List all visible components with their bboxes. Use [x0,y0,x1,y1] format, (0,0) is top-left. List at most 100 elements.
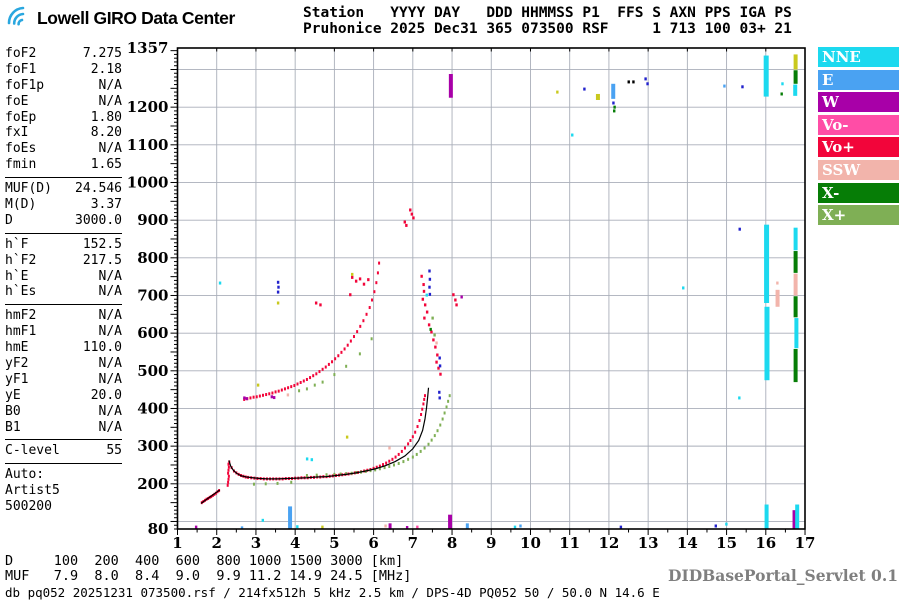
echo-mark [452,293,455,297]
param-value: N/A [98,419,122,435]
y-axis-label: 700 [137,286,168,304]
muf-row: MUF 7.9 8.0 8.4 9.0 9.9 11.2 14.9 24.5 [… [5,568,412,585]
echo-mark [416,525,419,529]
legend-item-x: X+ [818,205,899,226]
param-value: 24.546 [75,181,122,197]
x-axis-label: 5 [329,534,339,552]
echo-bar [793,273,798,296]
echo-mark [432,338,435,342]
echo-mark [612,101,615,105]
param-label: hmE [5,340,29,356]
echo-bar [793,348,798,383]
y-axis-label: 600 [137,324,168,342]
echo-point [420,412,423,416]
param-divider [5,439,122,441]
echo-point [346,343,349,347]
direction-polarization-legend: NNE E W Vo- Vo+ SSW X- X+ [818,47,899,228]
echo-point [400,449,403,453]
x-axis-label: 17 [795,534,816,552]
echo-point [392,463,395,467]
x-axis-label: 4 [290,534,300,552]
echo-point [339,472,342,476]
param-label: foE [5,93,29,109]
echo-mark [421,297,425,301]
echo-point [378,467,381,471]
param-row-mufd: MUF(D) 24.546 [5,181,122,197]
echo-point [312,374,315,378]
echo-mark [388,446,391,450]
param-divider [5,177,122,179]
echo-point [423,397,426,401]
echo-mark [738,227,741,231]
y-axis-label: 1357 [127,39,169,57]
echo-mark [310,458,314,462]
echo-mark [428,269,431,273]
echo-point [382,463,385,467]
echo-mark [351,272,354,276]
servlet-version-label: DIDBasePortal_Servlet 0.1 [668,566,898,585]
giro-logo[interactable]: Lowell GIRO Data Center [6,5,235,31]
echo-point [305,474,308,478]
echo-point [293,383,296,387]
echo-point [447,399,450,403]
echo-mark [434,345,437,349]
echo-mark [319,303,322,307]
echo-bar [775,289,780,307]
echo-point [302,379,305,383]
param-value: N/A [98,403,122,419]
echo-point [337,354,340,358]
echo-mark [270,395,274,399]
autoscaling-line: Auto: [5,467,45,483]
autoscaling-line: 500200 [5,499,52,515]
param-label: foF2 [5,46,37,61]
echo-mark [513,525,517,529]
echo-point [352,335,355,339]
legend-item-e: E [818,69,899,90]
param-value: 1.65 [90,157,122,173]
echo-mark [632,80,635,84]
echo-mark [409,208,412,212]
x-axis-label: 9 [486,534,496,552]
param-value: N/A [98,308,122,324]
echo-point [325,473,328,477]
echo-mark [194,525,198,529]
echo-point [370,337,373,341]
echo-point [362,319,365,323]
echo-point [318,370,321,374]
echo-point [252,482,255,486]
echo-point [402,460,405,464]
param-label: M(D) [5,197,37,213]
param-row-d: D 3000.0 [5,213,122,229]
param-row-hmf2: hmF2 N/A [5,308,122,324]
echo-mark [776,281,779,285]
param-divider [5,232,122,234]
param-row-foe: foE N/A [5,94,122,110]
echo-mark [367,278,370,282]
param-label: foF1p [5,77,45,93]
echo-mark [438,396,441,400]
echo-point [427,442,430,446]
echo-point [298,389,301,393]
echo-point [411,435,414,439]
param-row-fof1: foF1 2.18 [5,62,122,78]
echo-mark [781,82,784,86]
echo-mark [435,341,438,345]
echo-point [436,429,439,433]
param-label: B0 [5,403,21,419]
echo-mark [438,390,441,394]
echo-point [227,477,230,481]
echo-mark [738,396,741,400]
echo-point [403,446,406,450]
param-value: N/A [98,371,122,387]
param-label: MUF(D) [5,181,52,197]
y-axis-label: 300 [137,437,168,455]
echo-mark [243,396,246,400]
echo-point [443,411,446,415]
param-label: yF1 [5,371,29,387]
param-label: h`F [5,236,29,252]
header-line2: Pruhonice 2025 Dec31 365 073500 RSF 1 71… [303,20,792,37]
echo-point [290,385,293,389]
echo-bar [793,296,798,318]
echo-point [324,365,327,369]
